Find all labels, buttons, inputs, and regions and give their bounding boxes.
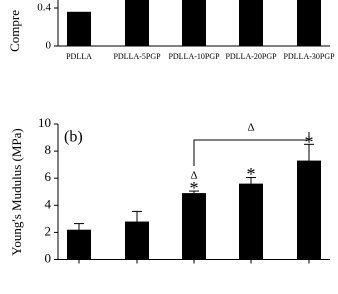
x-tick-label: PDLLA-30PGP (283, 52, 335, 61)
annotation: * (305, 132, 314, 152)
x-tick-label: PDLLA (66, 52, 92, 61)
panel-label: (b) (64, 129, 83, 146)
y-tick-label: 2 (45, 223, 52, 238)
bar (125, 0, 149, 46)
y-tick-label: 8 (45, 142, 52, 157)
bracket (193, 132, 310, 166)
bar (297, 160, 321, 260)
y-tick-label: 0.4 (37, 2, 51, 14)
annotation: Δ (247, 122, 254, 134)
y-tick-label: 6 (45, 169, 52, 184)
x-tick-label: PDLLA-10PGP (168, 52, 220, 61)
y-tick-label: 4 (45, 196, 52, 211)
annotation: * (190, 178, 199, 198)
y-tick-label: 0 (45, 250, 52, 265)
bar (67, 229, 91, 260)
annotation: Δ (190, 170, 197, 182)
annotation: * (247, 164, 256, 184)
bar (239, 0, 263, 46)
x-tick-label: PDLLA-20PGP (225, 52, 277, 61)
x-tick-label: PDLLA-5PGP (113, 52, 161, 61)
y-tick-label: 10 (38, 115, 51, 130)
y-axis-label: Young's Mudulus (MPa) (9, 128, 24, 255)
bar (67, 11, 91, 47)
y-tick-label: 0 (46, 40, 52, 52)
bar (182, 0, 206, 46)
bar (297, 0, 321, 46)
bar (182, 193, 206, 260)
bar (239, 183, 263, 260)
y-axis-label: Compre (7, 10, 22, 52)
bar (125, 221, 149, 260)
